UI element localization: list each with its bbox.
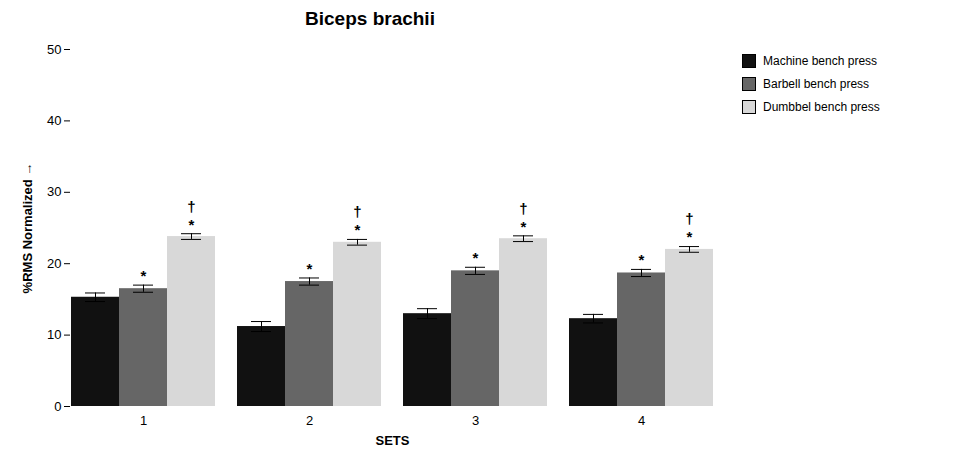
svg-text:*: *	[307, 260, 313, 277]
svg-text:0: 0	[54, 399, 61, 414]
svg-text:*: *	[355, 221, 361, 238]
svg-text:†: †	[685, 210, 693, 227]
svg-text:10: 10	[47, 327, 61, 342]
html-text:Machine bench press: Machine bench press	[763, 54, 878, 68]
svg-text:%RMS Normalized →: %RMS Normalized →	[20, 163, 35, 294]
svg-text:*: *	[521, 218, 527, 235]
svg-text:*: *	[473, 249, 479, 266]
svg-text:30: 30	[47, 184, 61, 199]
svg-text:†: †	[519, 200, 527, 217]
svg-text:*: *	[189, 216, 195, 233]
html-text:Dumbbel bench press: Dumbbel bench press	[763, 100, 880, 114]
svg-text:*: *	[687, 228, 693, 245]
html-text:Biceps brachii: Biceps brachii	[305, 8, 435, 29]
svg-text:3: 3	[472, 413, 479, 428]
svg-text:†: †	[353, 203, 361, 220]
svg-text:2: 2	[306, 413, 313, 428]
svg-text:40: 40	[47, 113, 61, 128]
svg-text:†: †	[187, 198, 195, 215]
svg-text:50: 50	[47, 42, 61, 57]
svg-text:1: 1	[140, 413, 147, 428]
svg-text:SETS: SETS	[376, 433, 410, 448]
svg-text:*: *	[639, 251, 645, 268]
svg-text:4: 4	[638, 413, 645, 428]
svg-text:20: 20	[47, 256, 61, 271]
svg-text:*: *	[141, 267, 147, 284]
html-text:Barbell bench press: Barbell bench press	[763, 77, 870, 91]
